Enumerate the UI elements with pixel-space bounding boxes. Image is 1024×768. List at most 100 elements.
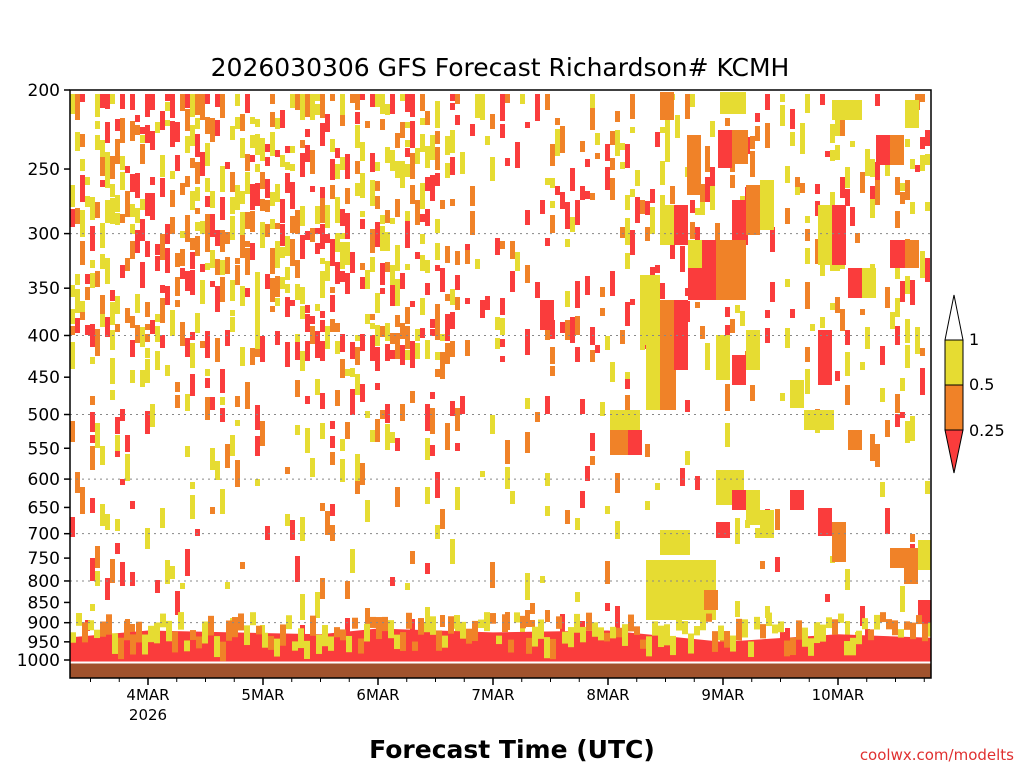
heatmap-cell <box>260 138 265 161</box>
heatmap-cell <box>605 167 610 190</box>
heatmap-cell <box>140 219 145 241</box>
heatmap-cell <box>70 326 75 335</box>
y-tick-label: 700 <box>28 525 60 545</box>
heatmap-cell <box>115 451 120 457</box>
heatmap-block <box>790 490 804 510</box>
heatmap-cell <box>860 309 865 315</box>
heatmap-cell <box>90 260 95 268</box>
heatmap-block <box>818 205 832 265</box>
heatmap-cell <box>535 94 540 121</box>
heatmap-cell <box>575 518 580 530</box>
heatmap-cell <box>120 94 125 109</box>
heatmap-cell <box>545 473 550 486</box>
heatmap-cell <box>455 443 460 451</box>
heatmap-cell <box>905 345 910 368</box>
heatmap-cell <box>485 296 490 310</box>
heatmap-cell <box>285 342 290 367</box>
plot-area <box>69 89 932 679</box>
heatmap-cell <box>125 166 130 173</box>
heatmap-cell <box>225 257 230 274</box>
heatmap-cell <box>435 525 440 539</box>
heatmap-cell <box>125 308 130 323</box>
heatmap-cell <box>380 119 385 130</box>
heatmap-cell <box>825 151 830 157</box>
heatmap-cell <box>510 491 515 504</box>
heatmap-cell <box>310 186 315 192</box>
x-tick-label: 8MAR <box>586 686 629 704</box>
heatmap-cell <box>150 177 155 185</box>
heatmap-cell <box>185 109 190 131</box>
heatmap-cell <box>285 162 290 170</box>
heatmap-cell <box>265 179 270 198</box>
heatmap-cell <box>145 348 150 358</box>
heatmap-cell <box>345 581 350 599</box>
heatmap-cell <box>180 322 185 346</box>
heatmap-block <box>660 300 676 410</box>
heatmap-cell <box>375 293 380 313</box>
heatmap-cell <box>110 358 115 384</box>
legend: 1 0.5 0.25 <box>944 294 1005 474</box>
heatmap-cell <box>715 223 720 243</box>
legend-orange <box>944 384 964 431</box>
boundary-fringe <box>784 640 790 657</box>
boundary-fringe <box>538 619 544 639</box>
heatmap-cell <box>115 435 120 451</box>
heatmap-cell <box>465 250 470 264</box>
heatmap-cell <box>170 94 175 118</box>
heatmap-cell <box>330 94 335 101</box>
heatmap-cell <box>535 282 540 298</box>
boundary-fringe <box>490 613 496 624</box>
boundary-fringe <box>100 621 106 637</box>
heatmap-cell <box>405 583 410 590</box>
heatmap-cell <box>320 187 325 198</box>
boundary-fringe <box>184 640 190 652</box>
heatmap-cell <box>420 134 425 152</box>
boundary-fringe <box>754 616 760 630</box>
boundary-fringe <box>778 621 784 633</box>
heatmap-cell <box>835 110 840 136</box>
heatmap-cell <box>295 210 300 234</box>
boundary-fringe <box>688 633 694 654</box>
boundary-fringe <box>628 614 634 632</box>
heatmap-cell <box>170 217 175 234</box>
heatmap-cell <box>800 137 805 154</box>
heatmap-cell <box>85 325 90 335</box>
boundary-fringe <box>868 629 874 641</box>
heatmap-cell <box>820 317 825 328</box>
heatmap-cell <box>520 94 525 104</box>
heatmap-cell <box>655 265 660 273</box>
heatmap-cell <box>210 448 215 470</box>
heatmap-cell <box>380 215 385 224</box>
boundary-fringe <box>412 641 418 651</box>
boundary-fringe <box>76 612 82 626</box>
heatmap-cell <box>120 265 125 278</box>
heatmap-cell <box>525 573 530 600</box>
boundary-fringe <box>640 639 646 649</box>
heatmap-cell <box>890 312 895 329</box>
heatmap-cell <box>830 192 835 208</box>
heatmap-cell <box>310 228 315 242</box>
heatmap-cell <box>365 314 370 324</box>
heatmap-cell <box>330 239 335 266</box>
heatmap-cell <box>840 177 845 198</box>
heatmap-cell <box>630 230 635 255</box>
heatmap-cell <box>370 229 375 253</box>
heatmap-cell <box>390 265 395 285</box>
heatmap-cell <box>205 378 210 388</box>
heatmap-cell <box>665 136 670 162</box>
heatmap-cell <box>245 248 250 275</box>
boundary-fringe <box>922 623 928 642</box>
heatmap-cell <box>150 320 155 334</box>
heatmap-cell <box>100 504 105 526</box>
heatmap-cell <box>190 482 195 489</box>
heatmap-block <box>732 355 746 385</box>
heatmap-cell <box>435 304 440 314</box>
credit-text: coolwx.com/modelts <box>860 746 1014 764</box>
boundary-fringe <box>532 626 538 647</box>
heatmap-cell <box>165 560 170 584</box>
heatmap-cell <box>545 396 550 414</box>
heatmap-cell <box>460 396 465 414</box>
heatmap-cell <box>245 154 250 171</box>
heatmap-cell <box>370 335 375 361</box>
heatmap-cell <box>735 601 740 617</box>
